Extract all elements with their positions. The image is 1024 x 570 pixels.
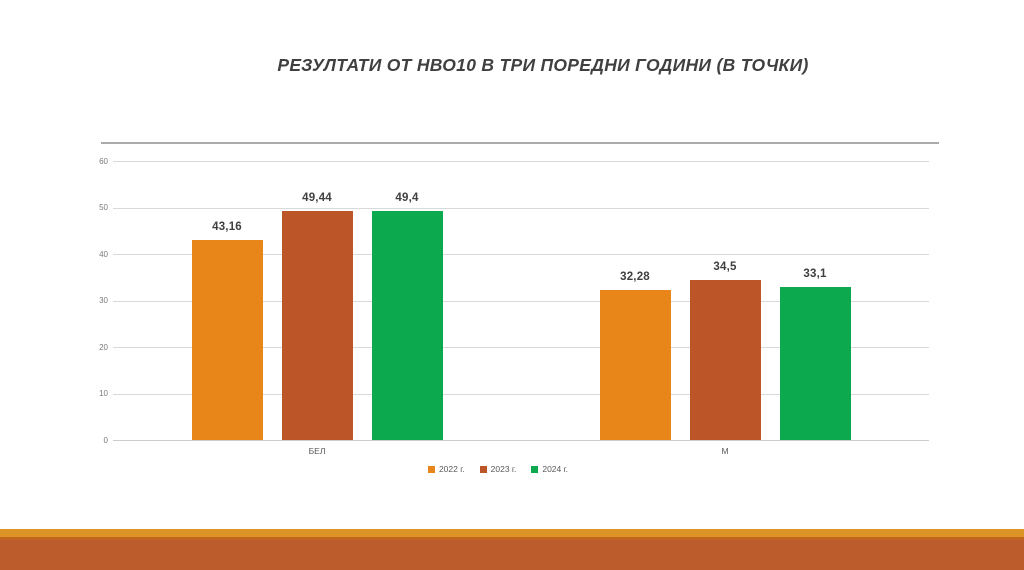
bar-value-label: 33,1 <box>803 267 827 280</box>
legend-color-swatch <box>531 465 539 473</box>
gridline <box>113 207 929 209</box>
legend-item: 2024 г. <box>531 464 568 474</box>
y-tick-label: 30 <box>99 296 108 305</box>
legend-label: 2022 г. <box>438 464 465 474</box>
bar-value-label: 49,4 <box>395 191 419 204</box>
x-category-label: М <box>721 446 729 456</box>
bar <box>689 280 761 441</box>
bar <box>779 286 851 441</box>
bar-value-label: 43,16 <box>212 220 242 233</box>
legend-item: 2023 г. <box>479 464 517 474</box>
gridline <box>113 347 929 348</box>
chart-title: РЕЗУЛТАТИ ОТ НВО10 В ТРИ ПОРЕДНИ ГОДИНИ … <box>277 55 809 75</box>
y-tick-label: 20 <box>99 342 108 352</box>
bar-value-label: 34,5 <box>713 261 737 274</box>
gridline <box>113 440 929 441</box>
bar-value-label: 32,28 <box>620 271 650 284</box>
chart-legend: 2022 г. 2023 г. 2024 г. <box>90 464 906 474</box>
footer-accent-stripe <box>0 529 1024 537</box>
legend-color-swatch <box>479 465 487 473</box>
bar-value-label: 49,44 <box>302 191 332 204</box>
gridline <box>113 393 929 395</box>
legend-label: 2023 г. <box>490 464 517 474</box>
bar <box>191 239 263 441</box>
bar <box>281 210 353 441</box>
legend-label: 2024 г. <box>542 464 569 474</box>
bar <box>371 210 443 441</box>
legend-color-swatch <box>427 465 435 473</box>
y-tick-label: 0 <box>103 435 108 445</box>
gridline <box>113 161 929 162</box>
bar <box>599 290 671 441</box>
footer-edge-stripe <box>0 537 1024 540</box>
y-tick-label: 40 <box>99 249 108 259</box>
y-tick-label: 60 <box>99 156 108 166</box>
legend-item: 2022 г. <box>427 464 465 474</box>
x-category-label: БЕЛ <box>308 446 326 456</box>
chart-top-border-line <box>101 142 939 144</box>
gridline <box>113 300 929 302</box>
gridline <box>113 254 929 255</box>
footer-band <box>0 540 1024 570</box>
y-tick-label: 50 <box>99 203 108 212</box>
y-tick-label: 10 <box>99 389 108 398</box>
